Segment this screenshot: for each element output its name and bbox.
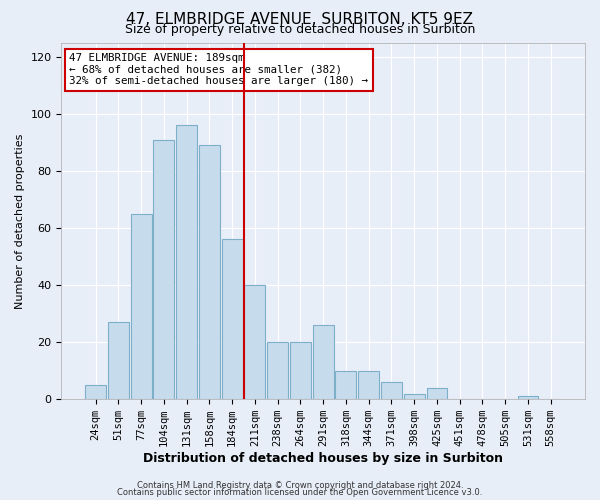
Text: 47, ELMBRIDGE AVENUE, SURBITON, KT5 9EZ: 47, ELMBRIDGE AVENUE, SURBITON, KT5 9EZ <box>127 12 473 28</box>
Bar <box>85 385 106 399</box>
Bar <box>108 322 129 399</box>
Text: Contains HM Land Registry data © Crown copyright and database right 2024.: Contains HM Land Registry data © Crown c… <box>137 480 463 490</box>
Bar <box>518 396 538 399</box>
Bar <box>404 394 425 399</box>
Bar <box>244 285 265 399</box>
Text: 47 ELMBRIDGE AVENUE: 189sqm
← 68% of detached houses are smaller (382)
32% of se: 47 ELMBRIDGE AVENUE: 189sqm ← 68% of det… <box>69 53 368 86</box>
Bar <box>381 382 402 399</box>
Bar <box>358 370 379 399</box>
Bar <box>313 325 334 399</box>
Bar <box>427 388 448 399</box>
Bar <box>267 342 288 399</box>
Bar <box>290 342 311 399</box>
X-axis label: Distribution of detached houses by size in Surbiton: Distribution of detached houses by size … <box>143 452 503 465</box>
Bar <box>154 140 175 399</box>
Text: Contains public sector information licensed under the Open Government Licence v3: Contains public sector information licen… <box>118 488 482 497</box>
Y-axis label: Number of detached properties: Number of detached properties <box>15 133 25 308</box>
Bar <box>335 370 356 399</box>
Bar <box>199 145 220 399</box>
Text: Size of property relative to detached houses in Surbiton: Size of property relative to detached ho… <box>125 22 475 36</box>
Bar <box>131 214 152 399</box>
Bar <box>176 126 197 399</box>
Bar <box>222 240 242 399</box>
